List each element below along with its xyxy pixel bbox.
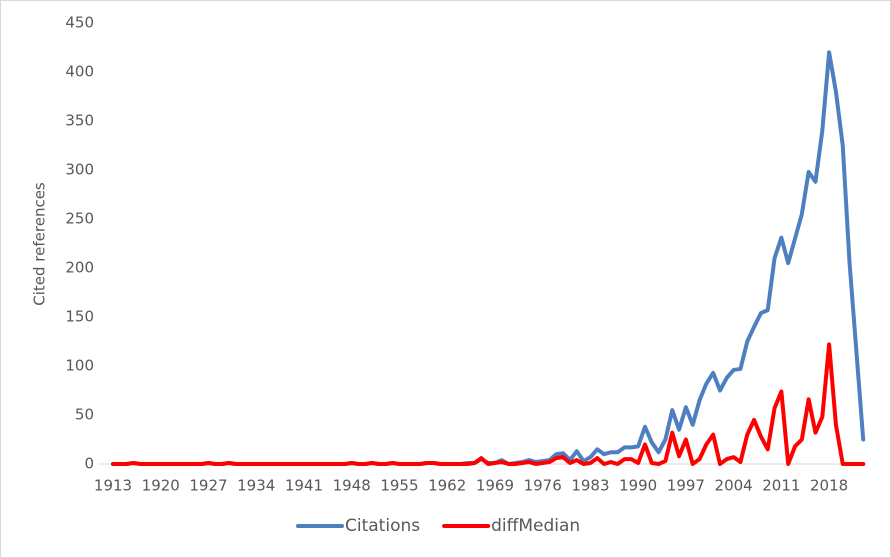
y-tick-label: 350: [65, 112, 94, 130]
y-tick-label: 0: [84, 455, 94, 473]
y-tick-label: 100: [65, 357, 94, 375]
x-tick-label: 1969: [476, 477, 514, 495]
y-axis-label: Cited references: [31, 182, 49, 306]
y-tick-label: 150: [65, 308, 94, 326]
y-tick-label: 450: [65, 14, 94, 32]
legend-label: Citations: [345, 516, 420, 536]
x-tick-label: 1948: [333, 477, 371, 495]
y-tick-label: 250: [65, 210, 94, 228]
x-tick-label: 1927: [189, 477, 227, 495]
x-tick-label: 1976: [524, 477, 562, 495]
x-tick-label: 1962: [428, 477, 466, 495]
x-tick-label: 2011: [762, 477, 800, 495]
x-tick-label: 2018: [810, 477, 848, 495]
x-tick-label: 1990: [619, 477, 657, 495]
y-tick-label: 400: [65, 63, 94, 81]
x-tick-label: 1997: [667, 477, 705, 495]
x-tick-label: 1955: [380, 477, 418, 495]
y-tick-label: 200: [65, 259, 94, 277]
line-series: [111, 342, 866, 466]
x-tick-label: 2004: [715, 477, 753, 495]
x-tick-label: 1983: [571, 477, 609, 495]
x-tick-label: 1941: [285, 477, 323, 495]
x-tick-label: 1913: [94, 477, 132, 495]
y-tick-label: 50: [75, 406, 94, 424]
legend-label: diffMedian: [491, 516, 580, 536]
y-tick-label: 300: [65, 161, 94, 179]
x-tick-label: 1920: [142, 477, 180, 495]
x-tick-label: 1934: [237, 477, 275, 495]
